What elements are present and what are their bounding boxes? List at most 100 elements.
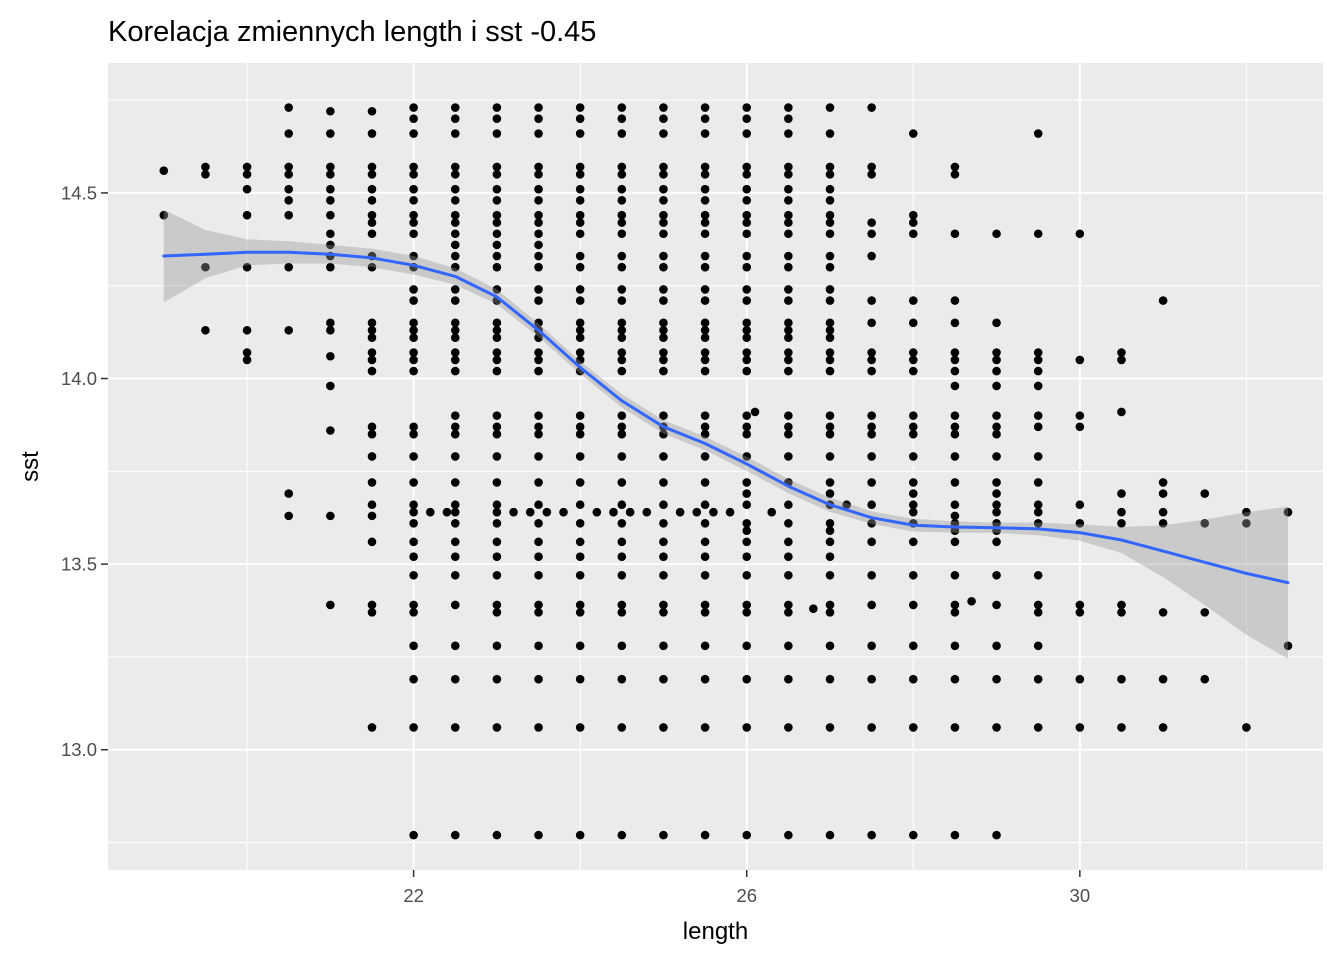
data-point — [492, 552, 502, 562]
data-point — [534, 251, 543, 261]
data-point — [326, 184, 335, 194]
data-point — [617, 103, 627, 112]
data-point — [617, 210, 627, 220]
data-point — [492, 422, 502, 432]
data-point — [617, 422, 627, 432]
data-point — [700, 170, 710, 179]
data-point — [992, 674, 1001, 684]
data-point — [575, 348, 585, 357]
data-point — [825, 196, 835, 205]
data-point — [950, 229, 960, 239]
data-point — [492, 411, 502, 420]
data-point — [908, 348, 918, 357]
data-point — [409, 830, 418, 840]
data-point — [409, 103, 418, 112]
data-point — [825, 429, 835, 439]
data-point — [201, 162, 210, 172]
data-point — [242, 348, 252, 357]
data-point — [1283, 641, 1293, 651]
data-point — [1075, 411, 1085, 420]
data-point — [284, 129, 294, 138]
data-point — [409, 218, 418, 227]
data-point — [617, 570, 627, 580]
data-point — [725, 507, 735, 517]
data-point — [1075, 674, 1085, 684]
x-tick-label: 30 — [1070, 885, 1091, 906]
data-point — [201, 262, 210, 272]
data-point — [450, 570, 460, 580]
data-point — [1033, 570, 1043, 580]
data-point — [534, 452, 543, 461]
data-point — [409, 570, 418, 580]
data-point — [784, 500, 793, 510]
data-point — [867, 500, 876, 510]
data-point — [326, 210, 335, 220]
data-point — [784, 229, 793, 239]
data-point — [784, 251, 793, 261]
data-point — [867, 218, 876, 227]
data-point — [867, 537, 876, 547]
data-point — [367, 325, 377, 335]
data-point — [492, 325, 502, 335]
data-point — [992, 452, 1001, 461]
data-point — [908, 229, 918, 239]
data-point — [992, 355, 1001, 365]
data-point — [534, 170, 543, 179]
data-point — [867, 318, 876, 328]
data-point — [534, 114, 543, 123]
data-point — [825, 355, 835, 365]
data-point — [1033, 366, 1043, 376]
data-point — [409, 318, 418, 328]
x-tick-label: 26 — [736, 885, 757, 906]
data-point — [367, 196, 377, 205]
data-point — [700, 114, 710, 123]
data-point — [1033, 411, 1043, 420]
data-point — [784, 830, 793, 840]
chart-title: Korelacja zmiennych length i sst -0.45 — [108, 16, 596, 48]
data-point — [1242, 518, 1251, 528]
data-point — [1033, 129, 1043, 138]
data-point — [867, 518, 876, 528]
data-point — [825, 411, 835, 420]
data-point — [659, 285, 668, 294]
data-point — [825, 830, 835, 840]
data-point — [592, 507, 602, 517]
data-point — [525, 507, 535, 517]
data-point — [284, 489, 294, 498]
data-point — [700, 218, 710, 227]
data-point — [659, 348, 668, 357]
data-point — [450, 366, 460, 376]
data-point — [242, 170, 252, 179]
data-point — [575, 210, 585, 220]
data-point — [450, 285, 460, 294]
data-point — [409, 641, 418, 651]
data-point — [825, 129, 835, 138]
data-point — [492, 333, 502, 342]
data-point — [492, 366, 502, 376]
data-point — [450, 114, 460, 123]
data-point — [534, 348, 543, 357]
data-point — [1033, 478, 1043, 487]
data-point — [450, 184, 460, 194]
data-point — [326, 600, 335, 610]
data-point — [1158, 478, 1168, 487]
data-point — [908, 296, 918, 305]
data-point — [825, 229, 835, 239]
data-point — [617, 608, 627, 617]
data-point — [700, 210, 710, 220]
data-point — [492, 830, 502, 840]
data-point — [908, 129, 918, 138]
data-point — [867, 355, 876, 365]
data-point — [492, 478, 502, 487]
data-point — [1033, 422, 1043, 432]
data-point — [409, 429, 418, 439]
data-point — [992, 600, 1001, 610]
data-point — [784, 285, 793, 294]
data-point — [950, 429, 960, 439]
data-point — [742, 608, 752, 617]
data-point — [1075, 500, 1085, 510]
data-point — [784, 325, 793, 335]
data-point — [450, 411, 460, 420]
x-axis-title: length — [683, 918, 748, 945]
